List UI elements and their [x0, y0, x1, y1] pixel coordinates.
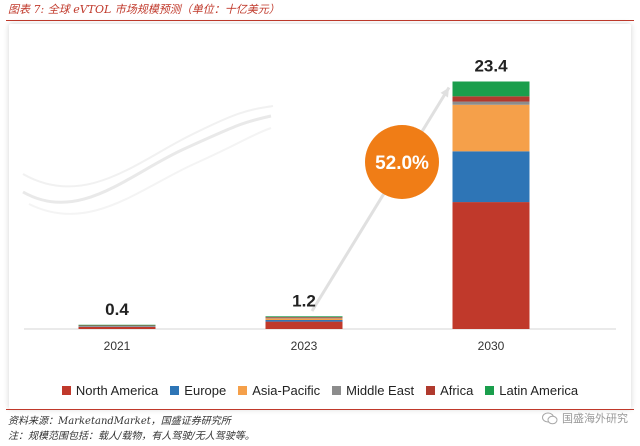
swoosh-line: [22, 105, 274, 188]
bar-north-america-2023: [265, 321, 343, 329]
bar-latin-america-2030: [452, 81, 530, 97]
cagr-bubble: [365, 125, 439, 199]
bar-latin-america-2021: [78, 324, 156, 326]
legend-swatch: [61, 385, 71, 395]
bar-europe-2021: [78, 326, 156, 327]
cagr-label: 52.0%: [375, 153, 429, 174]
x-tick-label-2030: 2030: [478, 339, 505, 353]
legend-label: North America: [75, 382, 159, 398]
watermark: 国盛海外研究: [542, 410, 628, 426]
bar-latin-america-2023: [265, 316, 343, 318]
legend-item-africa: Africa: [426, 383, 473, 398]
bar-asia-pacific-2023: [265, 318, 343, 321]
growth-arrow-line: [310, 86, 451, 312]
bar-chart: 0.4 2021 1.2 2023 23.4 2030 52.0%: [22, 57, 616, 354]
legend-swatch: [332, 385, 342, 395]
bar-europe-2023: [265, 320, 343, 322]
legend-item-asia-pacific: Asia-Pacific: [238, 383, 320, 398]
legend-label: Middle East: [346, 382, 415, 398]
labels-layer: 0.4 2021 1.2 2023 23.4 2030: [104, 57, 508, 354]
swoosh-line: [28, 127, 272, 215]
legend-swatch: [238, 385, 248, 395]
legend-label: Africa: [440, 382, 474, 398]
chart-legend: North America Europe Asia-Pacific Middle Ea…: [9, 380, 631, 400]
total-label-2023: 1.2: [292, 291, 316, 310]
total-label-2021: 0.4: [105, 300, 129, 319]
legend-swatch: [170, 385, 180, 395]
legend-label: Asia-Pacific: [252, 382, 321, 398]
source-note: 资料来源：MarketandMarket，国盛证券研究所: [8, 416, 231, 427]
bar-africa-2021: [78, 325, 156, 326]
legend-item-north-america: North America: [61, 382, 159, 398]
bar-asia-pacific-2030: [452, 104, 530, 152]
watermark-text: 国盛海外研究: [562, 412, 628, 425]
bars-layer: [24, 81, 616, 330]
bar-africa-2023: [265, 317, 343, 318]
bar-middle-east-2030: [452, 101, 530, 105]
growth-arrow-head: [440, 87, 449, 98]
chart-panel: 0.4 2021 1.2 2023 23.4 2030 52.0% North Ameri…: [9, 24, 631, 409]
bar-north-america-2030: [452, 202, 530, 329]
legend-swatch: [485, 385, 495, 395]
x-tick-label-2023: 2023: [291, 339, 318, 353]
bottom-divider: [6, 409, 634, 410]
scope-note: 注：规模范围包括：载人/载物，有人驾驶/无人驾驶等。: [8, 431, 255, 442]
legend-swatch: [426, 385, 436, 395]
legend-label: Europe: [184, 382, 227, 398]
bar-middle-east-2023: [265, 317, 343, 319]
cagr-annotation: 52.0%: [365, 125, 439, 199]
top-divider: [6, 20, 634, 21]
bar-africa-2030: [452, 96, 530, 102]
decorative-swooshes: [22, 105, 274, 215]
bar-asia-pacific-2021: [78, 325, 156, 327]
figure-title: 图表 7: 全球 eVTOL 市场规模预测（单位：十亿美元）: [8, 3, 280, 16]
wechat-icon: [542, 412, 558, 424]
legend-item-latin-america: Latin America: [485, 383, 578, 398]
total-label-2030: 23.4: [474, 57, 508, 76]
legend-label: Latin America: [499, 382, 579, 398]
swoosh-line: [22, 114, 272, 204]
legend-item-middle-east: Middle East: [332, 383, 414, 398]
bar-north-america-2021: [78, 326, 156, 329]
bar-europe-2030: [452, 151, 530, 203]
x-tick-label-2021: 2021: [104, 339, 131, 353]
growth-arrow: [310, 86, 451, 312]
legend-item-europe: Europe: [170, 383, 226, 398]
